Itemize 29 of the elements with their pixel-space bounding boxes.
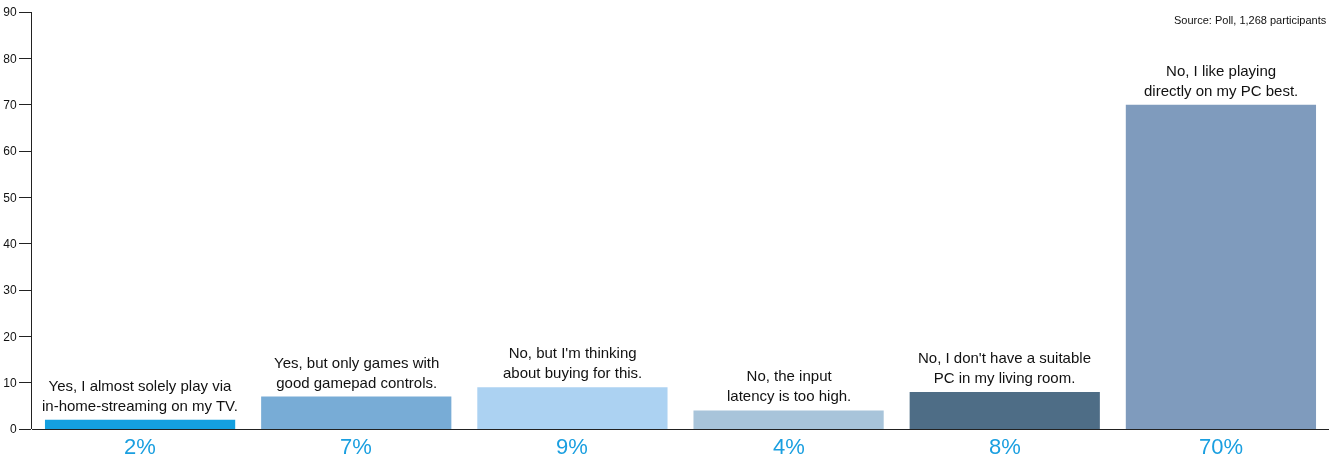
y-tick-label: 30 (3, 283, 17, 298)
y-tick-label: 20 (3, 329, 17, 344)
bar (693, 410, 884, 429)
y-tick-label: 60 (3, 144, 17, 159)
y-tick-label: 50 (3, 190, 17, 205)
x-tick-label: No, but I'm thinking about buying for this. (503, 344, 643, 381)
annotation: Source: Poll, 1,268 participants (1174, 14, 1327, 26)
data-label: 2% (124, 434, 156, 459)
x-tick-label: No, I don't have a suitable PC in my living room. (918, 349, 1091, 386)
data-label: 70% (1199, 434, 1244, 459)
data-label: 8% (989, 434, 1021, 459)
y-tick-label: 80 (3, 51, 17, 66)
bar (909, 391, 1100, 429)
x-tick-label: No, I like playing directly on my PC best. (1144, 62, 1299, 99)
x-tick-label: Yes, I almost solely play via in-home-streaming on my TV. (42, 377, 238, 414)
bar (44, 419, 236, 429)
y-tick-label: 10 (3, 375, 17, 390)
y-tick-label: 90 (3, 5, 17, 20)
bar (261, 396, 452, 429)
y-tick-label: 40 (3, 236, 17, 251)
data-label: 7% (340, 434, 372, 459)
x-tick-label: Yes, but only games with good gamepad controls. (274, 354, 440, 391)
bar (477, 387, 668, 429)
x-tick-label: No, the input latency is too high. (727, 367, 852, 404)
data-label: 9% (556, 434, 588, 459)
data-label: 4% (773, 434, 805, 459)
y-tick-label: 70 (3, 97, 17, 112)
bar (1125, 104, 1317, 429)
y-tick-label: 0 (9, 422, 17, 437)
